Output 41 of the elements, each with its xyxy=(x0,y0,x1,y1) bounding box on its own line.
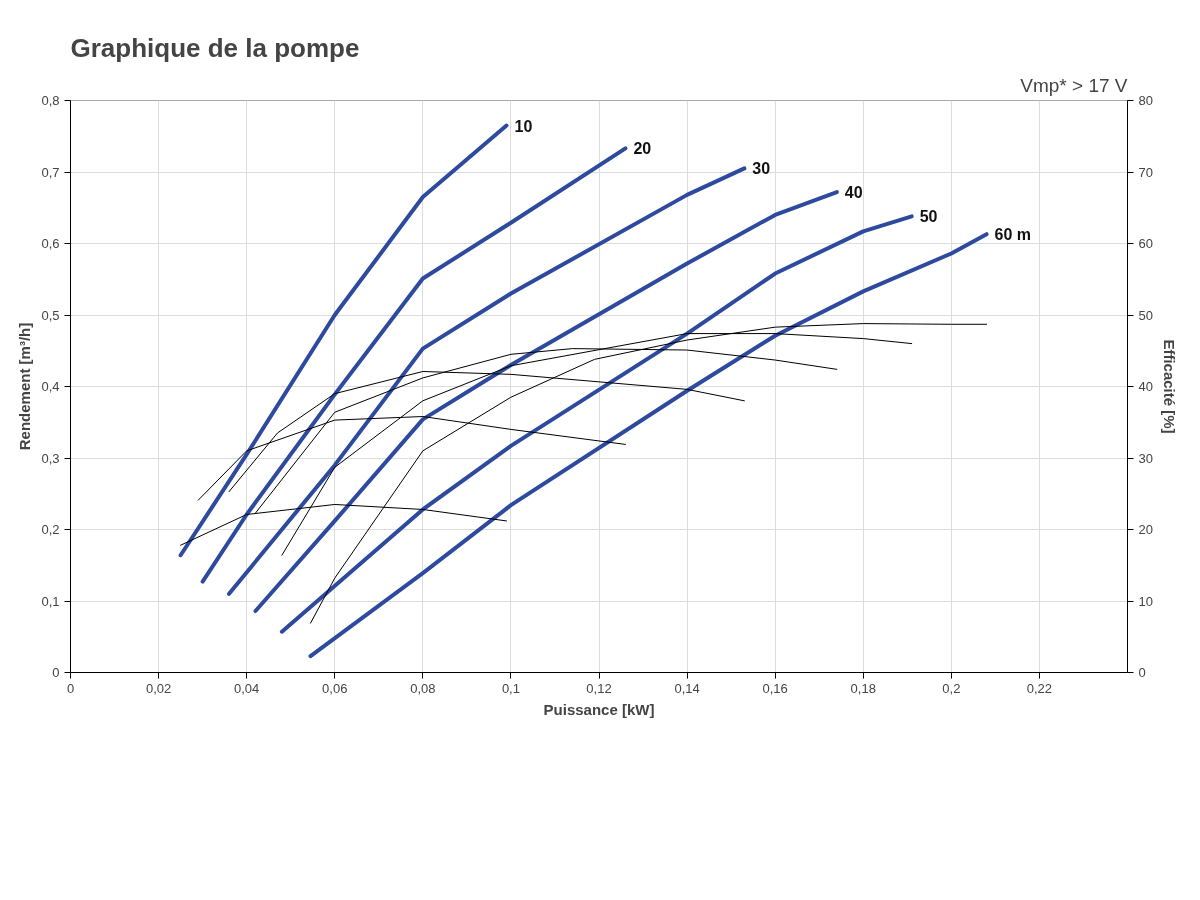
x-tick-label: 0,02 xyxy=(145,680,172,696)
x-tick-label: 0,22 xyxy=(1026,680,1053,696)
y2-tick-label: 0 xyxy=(1138,665,1146,680)
y-tick-label: 0,5 xyxy=(41,307,60,323)
x-tick-label: 0 xyxy=(66,680,75,696)
x-tick-label: 0,16 xyxy=(762,680,788,696)
x-tick-label: 0,04 xyxy=(234,680,260,696)
y2-tick-label: 10 xyxy=(1138,593,1153,609)
x-tick-label: 0,2 xyxy=(942,680,961,696)
series-label: 20 xyxy=(633,140,652,158)
y2-tick-label: 30 xyxy=(1138,450,1153,466)
x-tick-label: 0,14 xyxy=(674,680,700,696)
y2-tick-label: 20 xyxy=(1138,522,1153,537)
series-label: 40 xyxy=(844,184,863,202)
series-label: 10 xyxy=(514,117,533,135)
series-label: 30 xyxy=(752,160,771,178)
x-tick-label: 0,06 xyxy=(322,680,348,696)
x-tick-label: 0,18 xyxy=(850,680,876,696)
y-tick-label: 0,3 xyxy=(41,450,60,466)
series-label: 50 xyxy=(919,208,938,226)
y-tick-label: 0,1 xyxy=(41,593,60,609)
y-tick-label: 0,4 xyxy=(41,379,60,394)
x-tick-label: 0,08 xyxy=(410,680,436,696)
x-axis-title: Puissance [kW] xyxy=(543,700,655,718)
y2-tick-label: 40 xyxy=(1138,379,1153,394)
y-tick-label: 0,8 xyxy=(41,93,60,108)
x-tick-label: 0,1 xyxy=(501,680,520,696)
x-tick-label: 0,12 xyxy=(586,680,612,696)
y-axis-title: Rendement [m³/h] xyxy=(16,322,34,451)
text: Vmp* > 17 V xyxy=(1020,74,1128,96)
y2-tick-label: 60 xyxy=(1138,236,1153,251)
y2-tick-label: 70 xyxy=(1138,164,1153,180)
y-tick-label: 0 xyxy=(52,665,60,680)
y-tick-label: 0,7 xyxy=(41,164,60,180)
y2-axis-title: Efficacité [%] xyxy=(1160,339,1178,434)
chart-title: Graphique de la pompe xyxy=(70,32,360,63)
y2-tick-label: 80 xyxy=(1138,93,1153,108)
y-tick-label: 0,2 xyxy=(41,522,60,537)
series-label: 60 m xyxy=(994,225,1032,243)
y-tick-label: 0,6 xyxy=(41,236,60,251)
y2-tick-label: 50 xyxy=(1138,307,1153,323)
